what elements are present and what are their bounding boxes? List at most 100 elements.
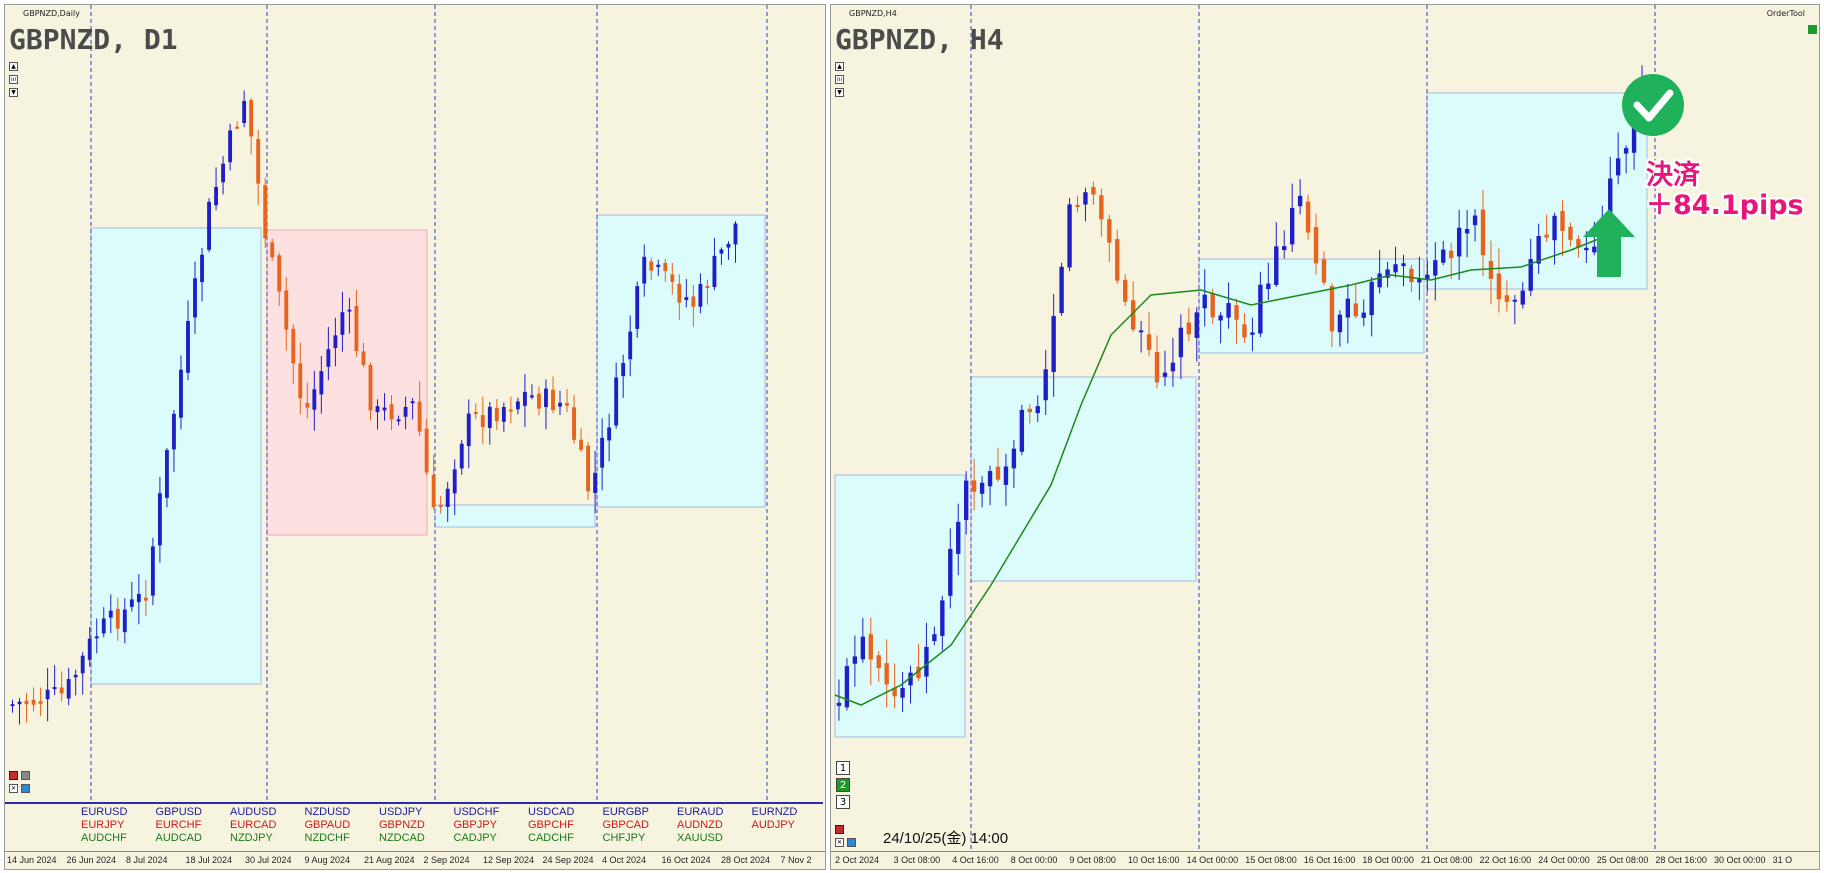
time-axis-label: 18 Jul 2024 xyxy=(185,855,233,865)
daily-candle xyxy=(38,701,43,704)
pair-button[interactable]: EURJPY xyxy=(81,819,125,831)
daily-chart-window[interactable]: GBPNZD,Daily GBPNZD, D1 ▲ ııı ▼ ✕ EURUSD… xyxy=(4,4,826,870)
pair-button[interactable]: GBPCHF xyxy=(528,819,574,831)
daily-candle xyxy=(45,689,50,700)
num-button-3[interactable]: 3 xyxy=(836,795,850,809)
daily-candle xyxy=(368,365,373,411)
pair-button[interactable]: GBPCAD xyxy=(602,819,649,831)
h4-symbol-label: GBPNZD, H4 xyxy=(835,23,1004,56)
num-button-2[interactable]: 2 xyxy=(836,778,850,792)
pair-button[interactable]: EURAUD xyxy=(677,806,724,818)
h4-candle xyxy=(995,466,1001,480)
daily-price-plot[interactable] xyxy=(5,5,826,870)
pair-button[interactable]: CADCHF xyxy=(528,832,574,844)
daily-candle xyxy=(200,254,204,283)
daily-candle xyxy=(115,608,120,629)
daily-candle xyxy=(214,186,218,206)
daily-candle xyxy=(24,700,29,705)
scroll-up-button[interactable]: ▲ xyxy=(9,62,18,71)
daily-candle xyxy=(193,278,197,318)
minimize-icon[interactable] xyxy=(9,771,18,780)
h4-candle xyxy=(1623,148,1629,154)
settings-icon[interactable] xyxy=(847,838,856,847)
h4-candle xyxy=(876,655,881,669)
daily-candle xyxy=(242,100,247,124)
pair-button[interactable]: AUDJPY xyxy=(751,819,795,831)
scroll-down-button[interactable]: ▼ xyxy=(835,88,844,97)
h4-candle xyxy=(924,646,929,677)
pair-column: EURGBP GBPCAD CHFJPY xyxy=(603,806,649,845)
pair-column: EURNZD AUDJPY xyxy=(752,806,798,832)
daily-candle xyxy=(656,264,661,268)
settlement-pips: ＋84.1pips xyxy=(1646,190,1804,221)
h4-candle xyxy=(1528,259,1533,291)
pair-button[interactable]: AUDCAD xyxy=(155,832,202,844)
pair-button[interactable]: NZDUSD xyxy=(304,806,351,818)
h4-candle xyxy=(1552,215,1557,241)
range-box-blue xyxy=(90,227,262,685)
h4-candle xyxy=(1297,195,1303,207)
check-mark-icon xyxy=(1633,89,1674,122)
daily-candle xyxy=(417,401,422,432)
time-axis-label: 16 Oct 16:00 xyxy=(1303,855,1356,865)
minimize-icon[interactable] xyxy=(835,825,844,834)
daily-candle xyxy=(473,412,478,415)
pair-button[interactable]: EURGBP xyxy=(602,806,649,818)
daily-candle xyxy=(530,395,534,398)
pair-button[interactable]: NZDJPY xyxy=(230,832,273,844)
close-icon[interactable]: ✕ xyxy=(835,838,844,847)
ordertool-label[interactable]: OrderTool xyxy=(1766,9,1805,18)
daily-candle xyxy=(361,351,366,365)
daily-candle xyxy=(354,306,359,352)
pair-button[interactable]: CADJPY xyxy=(453,832,497,844)
settings-icon[interactable] xyxy=(21,784,30,793)
restore-icon[interactable] xyxy=(21,771,30,780)
pair-button[interactable]: GBPUSD xyxy=(155,806,202,818)
pair-button[interactable]: AUDNZD xyxy=(677,819,723,831)
scroll-down-button[interactable]: ▼ xyxy=(9,88,18,97)
pair-button[interactable]: GBPAUD xyxy=(304,819,351,831)
h4-candle xyxy=(1377,273,1382,288)
pair-button[interactable]: EURNZD xyxy=(751,806,798,818)
h4-candle xyxy=(1067,204,1072,268)
daily-candle xyxy=(698,283,703,307)
close-icon[interactable]: ✕ xyxy=(9,784,18,793)
h4-chart-window[interactable]: GBPNZD,H4 GBPNZD, H4 OrderTool ▲ ııı ▼ 1… xyxy=(830,4,1820,870)
pair-button[interactable]: GBPNZD xyxy=(379,819,425,831)
daily-candle xyxy=(298,363,303,399)
daily-candle xyxy=(305,403,310,408)
h4-candle xyxy=(1520,290,1525,305)
h4-candle xyxy=(964,480,969,521)
daily-candle xyxy=(136,593,141,603)
time-axis-label: 8 Jul 2024 xyxy=(126,855,168,865)
range-box-blue-small xyxy=(434,504,596,528)
daily-candle xyxy=(494,407,499,422)
pair-button[interactable]: USDCHF xyxy=(453,806,500,818)
pair-button[interactable]: NZDCHF xyxy=(304,832,350,844)
pair-button[interactable]: EURCAD xyxy=(230,819,277,831)
time-axis-label: 12 Sep 2024 xyxy=(483,855,535,865)
daily-candle xyxy=(642,256,647,284)
pair-button[interactable]: XAUUSD xyxy=(677,832,723,844)
pair-button[interactable]: EURCHF xyxy=(155,819,202,831)
pair-button[interactable]: CHFJPY xyxy=(602,832,646,844)
daily-candle xyxy=(607,427,612,441)
pair-button[interactable]: AUDCHF xyxy=(81,832,127,844)
num-button-1[interactable]: 1 xyxy=(836,761,850,775)
pair-button[interactable]: GBPJPY xyxy=(453,819,497,831)
h4-candle xyxy=(1019,409,1025,452)
scale-fit-button[interactable]: ııı xyxy=(835,75,844,84)
pair-button[interactable]: AUDUSD xyxy=(230,806,277,818)
scale-fit-button[interactable]: ııı xyxy=(9,75,18,84)
scroll-up-button[interactable]: ▲ xyxy=(835,62,844,71)
daily-candle xyxy=(628,331,633,360)
pair-button[interactable]: NZDCAD xyxy=(379,832,425,844)
pair-button[interactable]: USDCAD xyxy=(528,806,575,818)
daily-candle xyxy=(424,428,429,473)
time-axis-label: 24 Oct 00:00 xyxy=(1538,855,1590,865)
time-axis-label: 7 Nov 2 xyxy=(780,855,812,865)
h4-price-plot[interactable] xyxy=(831,5,1820,870)
pair-button[interactable]: EURUSD xyxy=(81,806,128,818)
pair-button[interactable]: USDJPY xyxy=(379,806,423,818)
h4-candle xyxy=(1003,466,1009,485)
